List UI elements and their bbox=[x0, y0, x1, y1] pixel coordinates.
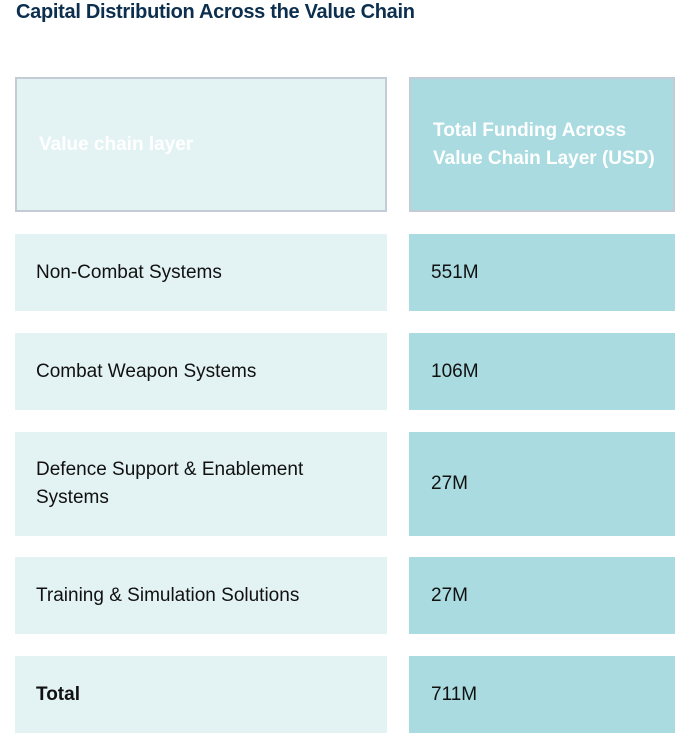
page-title: Capital Distribution Across the Value Ch… bbox=[16, 1, 415, 23]
table-row-layer: Non-Combat Systems bbox=[15, 234, 387, 311]
total-row-funding: 711M bbox=[409, 656, 675, 733]
table-row-layer: Defence Support & Enablement Systems bbox=[15, 432, 387, 536]
table-row-funding: 551M bbox=[409, 234, 675, 311]
table-row-funding: 27M bbox=[409, 557, 675, 634]
table-row-layer: Combat Weapon Systems bbox=[15, 333, 387, 410]
total-row-label: Total bbox=[15, 656, 387, 733]
table-row-funding: 27M bbox=[409, 432, 675, 536]
header-value-chain-layer: Value chain layer bbox=[15, 77, 387, 212]
header-total-funding: Total Funding Across Value Chain Layer (… bbox=[409, 77, 675, 212]
table-row-funding: 106M bbox=[409, 333, 675, 410]
table-row-layer: Training & Simulation Solutions bbox=[15, 557, 387, 634]
